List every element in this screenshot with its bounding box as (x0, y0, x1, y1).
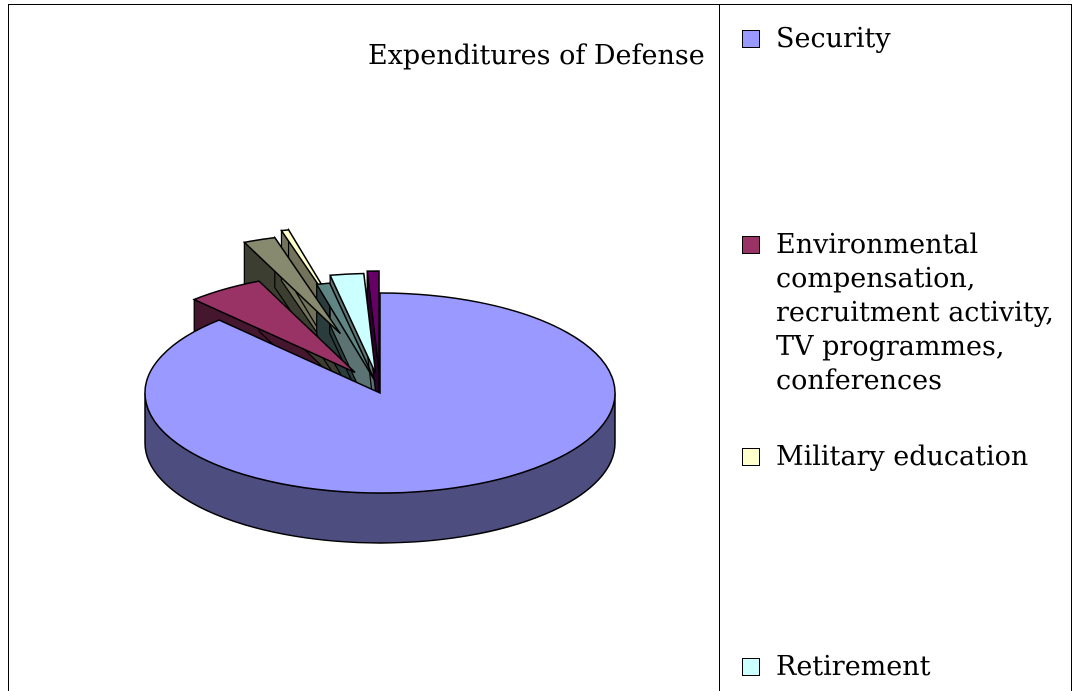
pie-slice-slice-6 (366, 270, 380, 372)
legend-label-security: Security (776, 23, 891, 54)
legend-label-military-education: Military education (776, 441, 1029, 472)
legend-swatch-retirement (742, 658, 760, 676)
pie-slice-retirement (328, 272, 377, 374)
legend-swatch-environmental (742, 236, 760, 254)
legend-swatch-security (742, 30, 760, 48)
legend-label-environmental: Environmental compensation, recruitment … (776, 229, 1054, 396)
pie-slice-environmental-compensati (192, 280, 356, 374)
legend-swatch-military-education (742, 448, 760, 466)
legend-label-retirement: Retirement (776, 651, 931, 682)
pie-slice-slice-4 (315, 282, 376, 382)
chart-frame (8, 4, 1072, 691)
pie-slice-slice-2 (242, 236, 341, 335)
pie-tops (144, 229, 616, 494)
chart-title: Expenditures of Defense (368, 40, 705, 71)
pie-slice-security (144, 292, 616, 494)
legend-divider (719, 4, 720, 691)
